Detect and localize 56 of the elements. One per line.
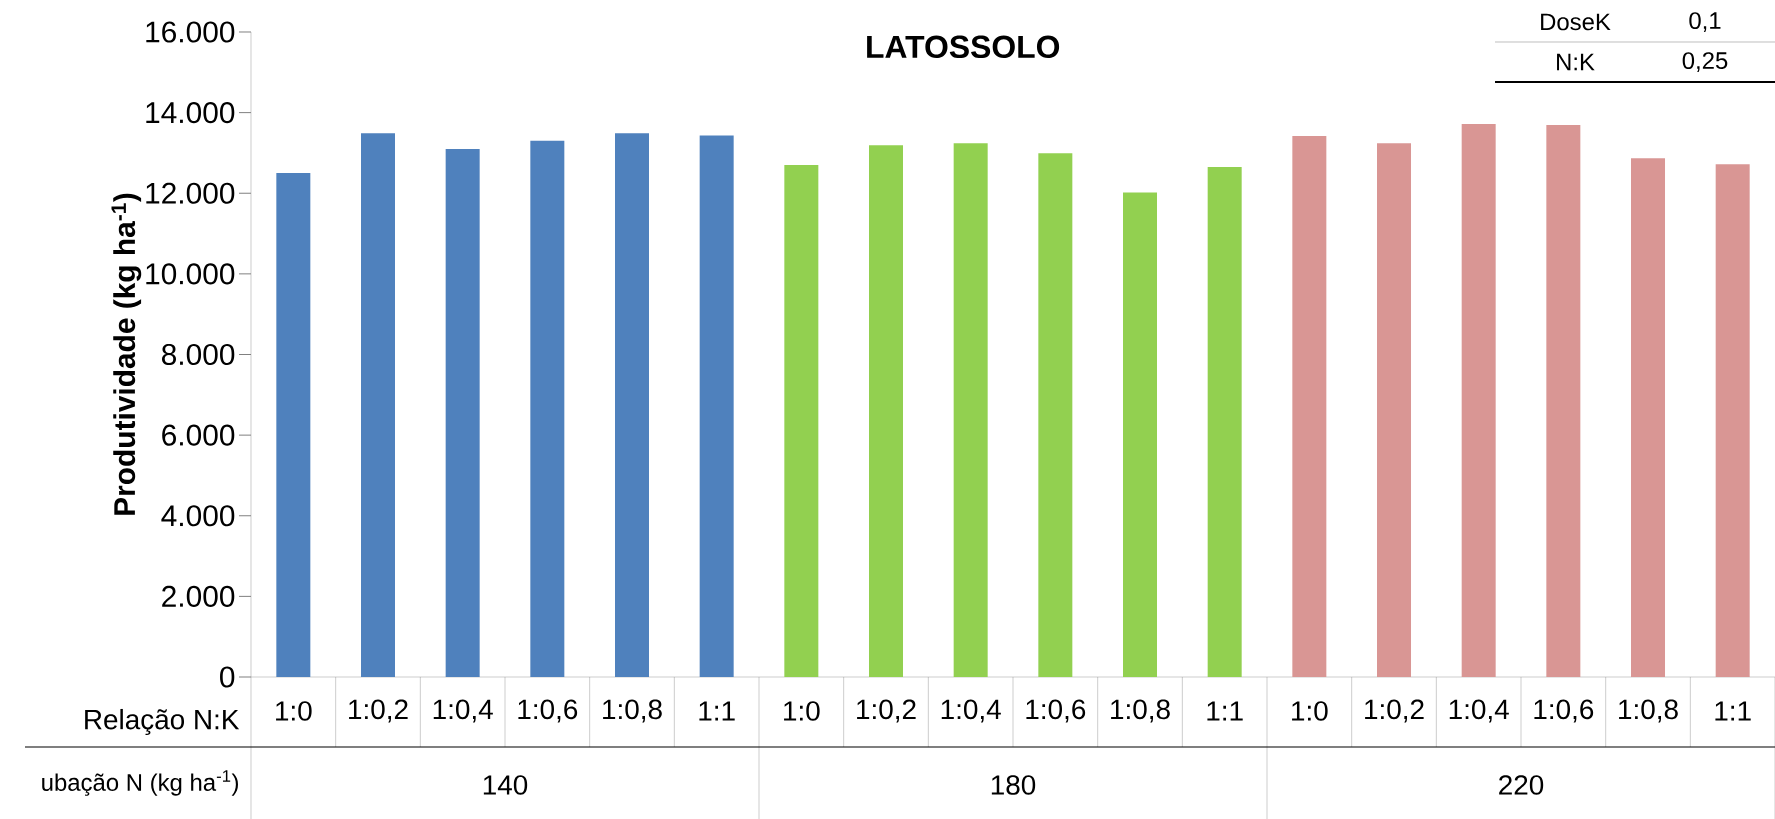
bar (1546, 125, 1581, 677)
x-tick-label: 1:0,6 (1026, 699, 1086, 723)
x-tick-label: 1:1 (1715, 701, 1751, 721)
bar (276, 173, 311, 677)
x-tick-label: 1:1 (699, 701, 735, 721)
x-tick-label: 1:0,8 (1619, 699, 1678, 723)
x-tick-label: 1:0,6 (518, 699, 578, 723)
y-tick-label: 8.000 (161, 343, 235, 366)
y-tick-label: 6.000 (162, 424, 235, 446)
bar (953, 143, 988, 677)
y-tick-label: 14.000 (146, 102, 235, 124)
text: ubação N (kg ha$^{-1}$) (42, 770, 238, 796)
bar (445, 148, 480, 677)
text: Relação N:K (85, 708, 240, 736)
annotation: 0,25 (1682, 52, 1728, 72)
y-tick-label: 10.000 (146, 263, 235, 285)
x-tick-label: 1:0,2 (1365, 699, 1424, 723)
x-tick-label: 1:0 (1292, 701, 1328, 721)
x-tick-label: 1:0,2 (857, 699, 916, 723)
y-tick-label: 16.000 (146, 21, 235, 43)
x-tick-label: 1:0,2 (349, 699, 408, 723)
chart-title: LATOSSOLO (867, 35, 1060, 59)
y-tick-label: 2.000 (162, 585, 235, 607)
bar (1123, 192, 1157, 677)
bar (615, 133, 649, 677)
x-tick-label: 1:0 (784, 701, 820, 721)
annotation: N:K (1557, 53, 1595, 71)
bar (530, 140, 565, 677)
x-tick-label: 1:0,4 (941, 699, 1001, 723)
bar (1292, 136, 1327, 677)
x-tick-label: 1:0,4 (433, 699, 493, 723)
text: 0,1 (1689, 12, 1721, 32)
y-tick-label: 4.000 (161, 505, 235, 527)
x-tick-label: 1:1 (1207, 701, 1243, 721)
bar (1038, 153, 1073, 677)
x-tick-label: 1:0 (276, 701, 312, 721)
text: 180 (991, 775, 1036, 795)
bar (869, 145, 903, 677)
x-tick-label: 1:0,4 (1449, 699, 1509, 723)
x-tick-label: 1:0,8 (603, 699, 662, 723)
y-tick-label: 0 (220, 666, 235, 688)
bar (784, 165, 819, 677)
bar (1207, 167, 1242, 677)
text: DoseK (1541, 13, 1611, 31)
text: 220 (1499, 775, 1544, 795)
bar (699, 135, 734, 677)
bar (361, 133, 395, 677)
x-tick-label: 1:0,6 (1534, 699, 1594, 723)
bar (1715, 164, 1750, 677)
bar (1631, 158, 1666, 677)
y-tick-label: 12.000 (146, 182, 235, 204)
y-axis-title: Produtividade (kg ha$^{-1}$) (111, 193, 142, 515)
bar (1461, 123, 1496, 677)
text: 140 (483, 775, 528, 795)
bar (1377, 143, 1412, 677)
x-tick-label: 1:0,8 (1111, 699, 1170, 723)
